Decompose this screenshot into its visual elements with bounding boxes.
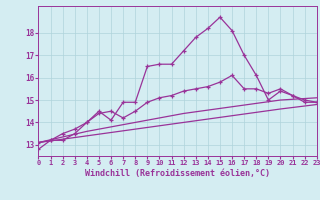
X-axis label: Windchill (Refroidissement éolien,°C): Windchill (Refroidissement éolien,°C) [85,169,270,178]
